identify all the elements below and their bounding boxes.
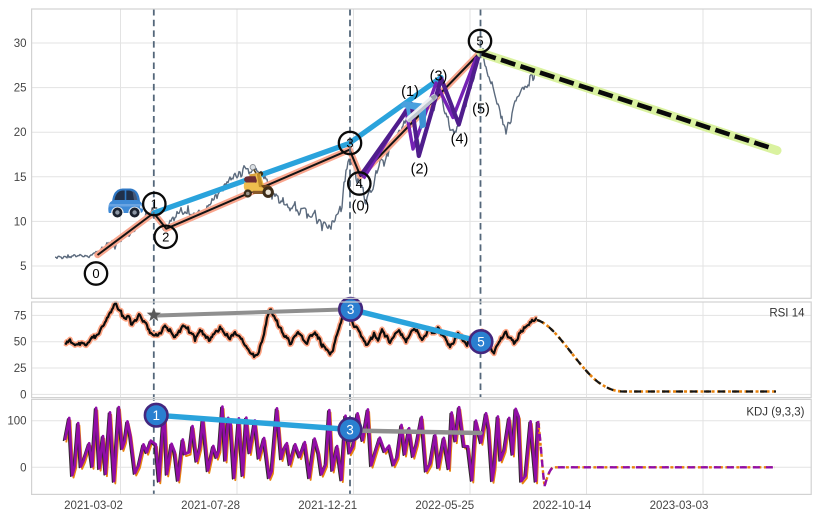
svg-text:4: 4 bbox=[356, 176, 363, 191]
svg-text:(5): (5) bbox=[472, 102, 490, 118]
svg-text:20: 20 bbox=[14, 127, 27, 139]
svg-text:100: 100 bbox=[7, 416, 26, 428]
svg-text:(4): (4) bbox=[451, 132, 469, 148]
svg-text:2021-12-21: 2021-12-21 bbox=[298, 500, 357, 512]
svg-text:75: 75 bbox=[14, 310, 27, 322]
svg-text:5: 5 bbox=[477, 334, 485, 349]
svg-text:3: 3 bbox=[347, 302, 355, 317]
svg-text:0: 0 bbox=[20, 389, 26, 401]
svg-text:(3): (3) bbox=[430, 69, 448, 85]
svg-text:2: 2 bbox=[162, 229, 169, 244]
svg-text:2021-03-02: 2021-03-02 bbox=[64, 500, 123, 512]
svg-text:30: 30 bbox=[14, 38, 27, 50]
svg-text:0: 0 bbox=[92, 266, 99, 281]
svg-text:2022-05-25: 2022-05-25 bbox=[415, 500, 474, 512]
svg-text:3: 3 bbox=[346, 136, 353, 151]
svg-text:(2): (2) bbox=[411, 162, 429, 178]
svg-text:2023-03-03: 2023-03-03 bbox=[650, 500, 709, 512]
svg-text:15: 15 bbox=[14, 172, 27, 184]
svg-text:25: 25 bbox=[14, 83, 27, 95]
svg-text:KDJ (9,3,3): KDJ (9,3,3) bbox=[746, 407, 804, 419]
svg-text:3: 3 bbox=[346, 422, 354, 437]
svg-text:(1): (1) bbox=[401, 84, 419, 100]
svg-text:RSI 14: RSI 14 bbox=[769, 308, 805, 320]
svg-text:2021-07-28: 2021-07-28 bbox=[181, 500, 240, 512]
svg-text:2022-10-14: 2022-10-14 bbox=[532, 500, 591, 512]
svg-text:5: 5 bbox=[476, 34, 483, 49]
svg-text:1: 1 bbox=[152, 408, 160, 423]
svg-text:50: 50 bbox=[14, 337, 27, 349]
svg-text:(0): (0) bbox=[352, 199, 370, 215]
svg-text:25: 25 bbox=[14, 363, 27, 375]
svg-text:5: 5 bbox=[20, 261, 26, 273]
svg-text:10: 10 bbox=[14, 216, 27, 228]
svg-text:0: 0 bbox=[20, 462, 26, 474]
svg-text:1: 1 bbox=[151, 197, 158, 212]
